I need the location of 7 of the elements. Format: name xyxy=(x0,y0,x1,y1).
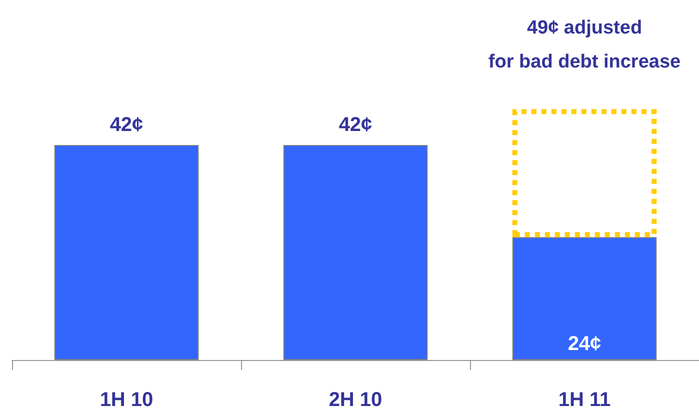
x-tick-label: 1H 11 xyxy=(558,389,611,411)
x-tick-label: 1H 10 xyxy=(100,389,154,411)
x-tick-label: 2H 10 xyxy=(328,389,382,411)
data-label: 24¢ xyxy=(568,333,602,355)
data-label: 42¢ xyxy=(110,114,144,136)
data-label: 42¢ xyxy=(338,114,372,136)
text: 49¢ adjusted for bad debt increase xyxy=(488,18,681,73)
